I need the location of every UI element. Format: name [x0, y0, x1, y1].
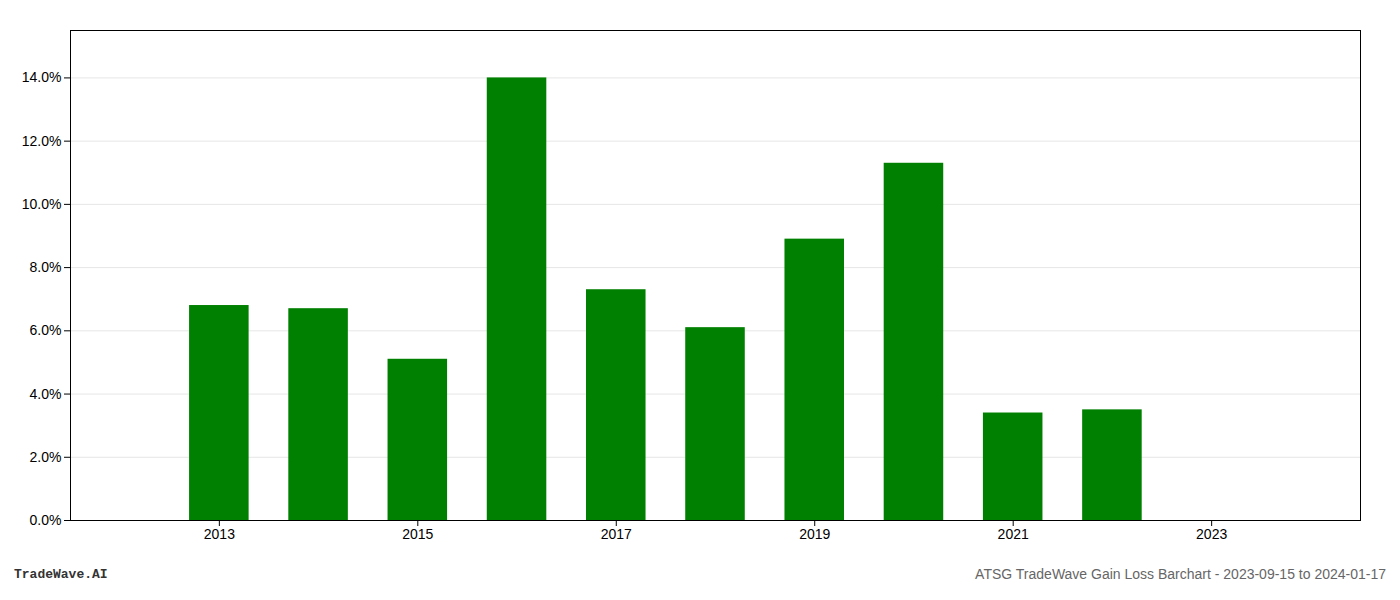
html-text:ATSG TradeWave Gain Loss Barch: ATSG TradeWave Gain Loss Barchart - 2023…	[975, 566, 1386, 582]
svg-text:4.0%: 4.0%	[30, 386, 62, 402]
svg-text:12.0%: 12.0%	[22, 133, 62, 149]
svg-text:2019: 2019	[799, 526, 830, 542]
svg-text:2.0%: 2.0%	[30, 449, 62, 465]
svg-text:2017: 2017	[601, 526, 632, 542]
svg-text:2015: 2015	[402, 526, 433, 542]
svg-text:0.0%: 0.0%	[30, 512, 62, 528]
svg-text:2021: 2021	[998, 526, 1029, 542]
svg-text:2013: 2013	[204, 526, 235, 542]
svg-text:14.0%: 14.0%	[22, 69, 62, 85]
svg-text:6.0%: 6.0%	[30, 322, 62, 338]
svg-text:2023: 2023	[1196, 526, 1227, 542]
html-text:TradeWave.AI: TradeWave.AI	[14, 567, 108, 582]
svg-text:10.0%: 10.0%	[22, 196, 62, 212]
svg-text:8.0%: 8.0%	[30, 259, 62, 275]
